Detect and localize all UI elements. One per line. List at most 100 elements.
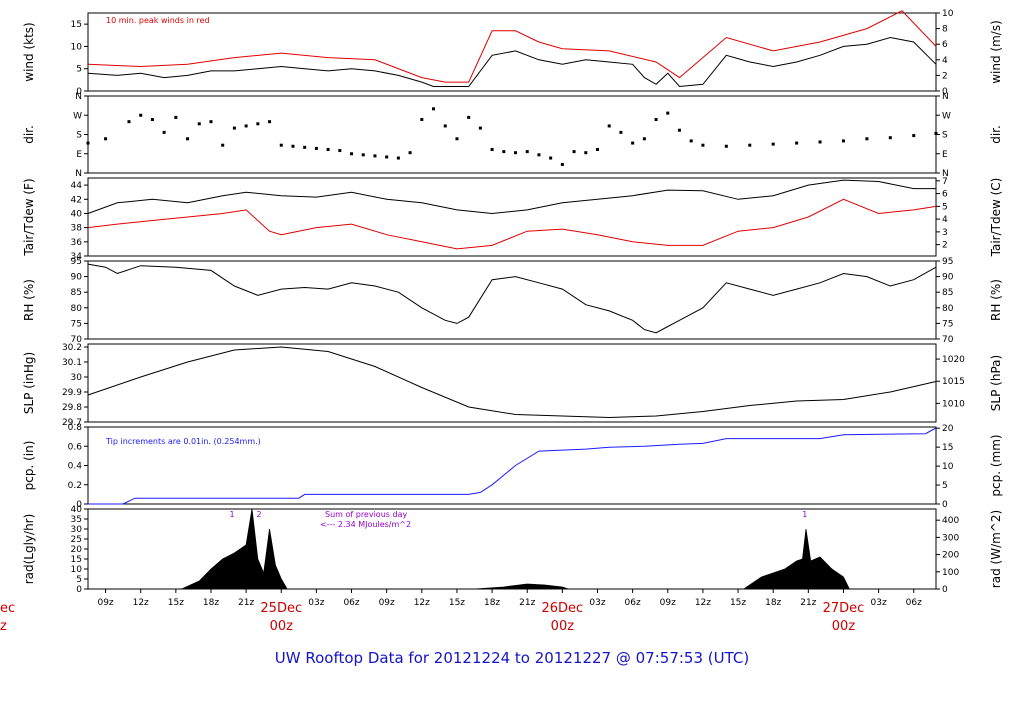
rad-right-tick-label: 200 bbox=[942, 551, 959, 561]
dir-point bbox=[162, 130, 166, 134]
temp-left-axis-label: Tair/Tdew (F) bbox=[22, 178, 36, 256]
temp-right-tick-label: 3 bbox=[942, 228, 948, 238]
temp-right-tick-label: 2 bbox=[942, 241, 948, 251]
x-tick-label: 09z bbox=[379, 598, 395, 608]
x-tick-label: 06z bbox=[343, 598, 359, 608]
dir-point bbox=[232, 126, 236, 130]
dir-point bbox=[619, 130, 623, 134]
x-tick-label: 12z bbox=[133, 598, 149, 608]
dir-point bbox=[689, 139, 693, 143]
x-day-label: 27Dec bbox=[823, 601, 865, 616]
dir-point bbox=[537, 153, 541, 157]
slp-left-tick-label: 29.7 bbox=[62, 418, 82, 428]
rad-left-tick-label: 35 bbox=[71, 515, 82, 525]
pcp-right-axis-label: pcp. (mm) bbox=[989, 434, 1003, 496]
dir-point bbox=[291, 144, 295, 148]
rad-series-area bbox=[181, 508, 850, 590]
x-left-cut-hour: z bbox=[0, 619, 7, 634]
rh-left-axis-label: RH (%) bbox=[22, 279, 36, 321]
rh-right-axis-label: RH (%) bbox=[989, 279, 1003, 321]
rh-left-tick-label: 70 bbox=[71, 335, 83, 345]
x-tick-label: 03z bbox=[871, 598, 887, 608]
rad-annotation-line: <--- 2.34 MJoules/m^2 bbox=[320, 520, 411, 529]
dir-left-tick-label: S bbox=[76, 131, 82, 141]
rad-peak-mark: 1 bbox=[230, 510, 235, 519]
rh-left-tick-label: 80 bbox=[71, 304, 83, 314]
dir-point bbox=[748, 143, 752, 147]
pcp-right-tick-label: 15 bbox=[942, 443, 953, 453]
x-tick-label: 09z bbox=[97, 598, 113, 608]
dir-point bbox=[572, 150, 576, 154]
rad-annotation-line: Sum of previous day bbox=[325, 510, 407, 519]
dir-point bbox=[701, 143, 705, 147]
dir-point bbox=[502, 150, 506, 154]
dir-point bbox=[888, 136, 892, 140]
dir-point bbox=[408, 151, 412, 155]
temp-left-tick-label: 38 bbox=[71, 224, 83, 234]
slp-left-tick-label: 30.1 bbox=[62, 358, 82, 368]
slp-left-tick-label: 30.2 bbox=[62, 343, 82, 353]
dir-point bbox=[584, 151, 588, 155]
x-day-hour-label: 00z bbox=[832, 619, 856, 634]
dir-frame bbox=[87, 95, 937, 174]
pcp-series-accumulated-precipitation bbox=[88, 427, 937, 505]
rh-right-tick-label: 80 bbox=[942, 304, 954, 314]
temp-frame bbox=[87, 177, 937, 257]
slp-left-axis-label: SLP (inHg) bbox=[22, 352, 36, 414]
wind-left-tick-label: 5 bbox=[76, 65, 82, 75]
dir-point bbox=[771, 142, 775, 146]
rh-frame bbox=[87, 260, 937, 340]
wind-right-tick-label: 10 bbox=[942, 9, 954, 19]
wind-series-peak-wind bbox=[87, 10, 937, 83]
x-tick-label: 12z bbox=[695, 598, 711, 608]
dir-right-tick-label: E bbox=[942, 150, 948, 160]
wind-left-tick-label: 15 bbox=[71, 20, 82, 30]
dir-point bbox=[934, 131, 938, 135]
dir-point bbox=[268, 120, 272, 124]
rad-peak-mark: 2 bbox=[256, 510, 261, 519]
x-tick-label: 06z bbox=[906, 598, 922, 608]
pcp-annotation: Tip increments are 0.01in. (0.254mm.) bbox=[105, 437, 261, 446]
wind-left-tick-label: 10 bbox=[71, 42, 83, 52]
dir-point bbox=[443, 124, 447, 128]
rad-left-axis-label: rad(Lgly/hr) bbox=[22, 514, 36, 585]
rh-right-tick-label: 85 bbox=[942, 288, 953, 298]
temp-left-tick-label: 40 bbox=[71, 209, 83, 219]
temp-left-tick-label: 34 bbox=[71, 252, 83, 262]
wind-panel: 0 5 10 15 0 2 4 6 8 10 wind (kts) wind (m/s) 10 min.… bbox=[22, 9, 1003, 97]
wind-right-tick-label: 0 bbox=[942, 87, 948, 97]
dir-point bbox=[186, 137, 190, 141]
rad-right-tick-label: 0 bbox=[942, 585, 948, 595]
rad-left-tick-label: 40 bbox=[71, 505, 83, 515]
dir-right-tick-label: N bbox=[942, 92, 949, 102]
dir-point bbox=[314, 146, 318, 150]
wind-right-tick-label: 6 bbox=[942, 40, 948, 50]
dir-point bbox=[209, 120, 213, 124]
wind-right-tick-label: 4 bbox=[942, 56, 948, 66]
rh-series-relative-humidity bbox=[87, 263, 937, 334]
dir-point bbox=[818, 140, 822, 144]
wind-left-axis-label: wind (kts) bbox=[22, 22, 36, 81]
dir-right-tick-label: W bbox=[942, 111, 951, 121]
x-tick-label: 21z bbox=[238, 598, 254, 608]
rad-left-tick-label: 20 bbox=[71, 545, 83, 555]
rh-left-tick-label: 90 bbox=[71, 273, 83, 283]
x-tick-label: 18z bbox=[765, 598, 781, 608]
slp-right-tick-label: 1010 bbox=[942, 399, 965, 409]
wind-right-tick-label: 8 bbox=[942, 25, 948, 35]
dir-point bbox=[865, 137, 869, 141]
temp-series-dewpoint bbox=[87, 198, 937, 250]
rad-left-tick-label: 25 bbox=[71, 535, 82, 545]
dir-point bbox=[677, 128, 681, 132]
x-day-label: 25Dec bbox=[260, 601, 302, 616]
dir-right-tick-label: N bbox=[942, 169, 949, 179]
x-tick-label: 15z bbox=[168, 598, 184, 608]
rh-left-tick-label: 85 bbox=[71, 288, 82, 298]
dir-point bbox=[139, 113, 143, 117]
slp-right-axis-label: SLP (hPa) bbox=[989, 355, 1003, 411]
dir-point bbox=[514, 151, 518, 155]
